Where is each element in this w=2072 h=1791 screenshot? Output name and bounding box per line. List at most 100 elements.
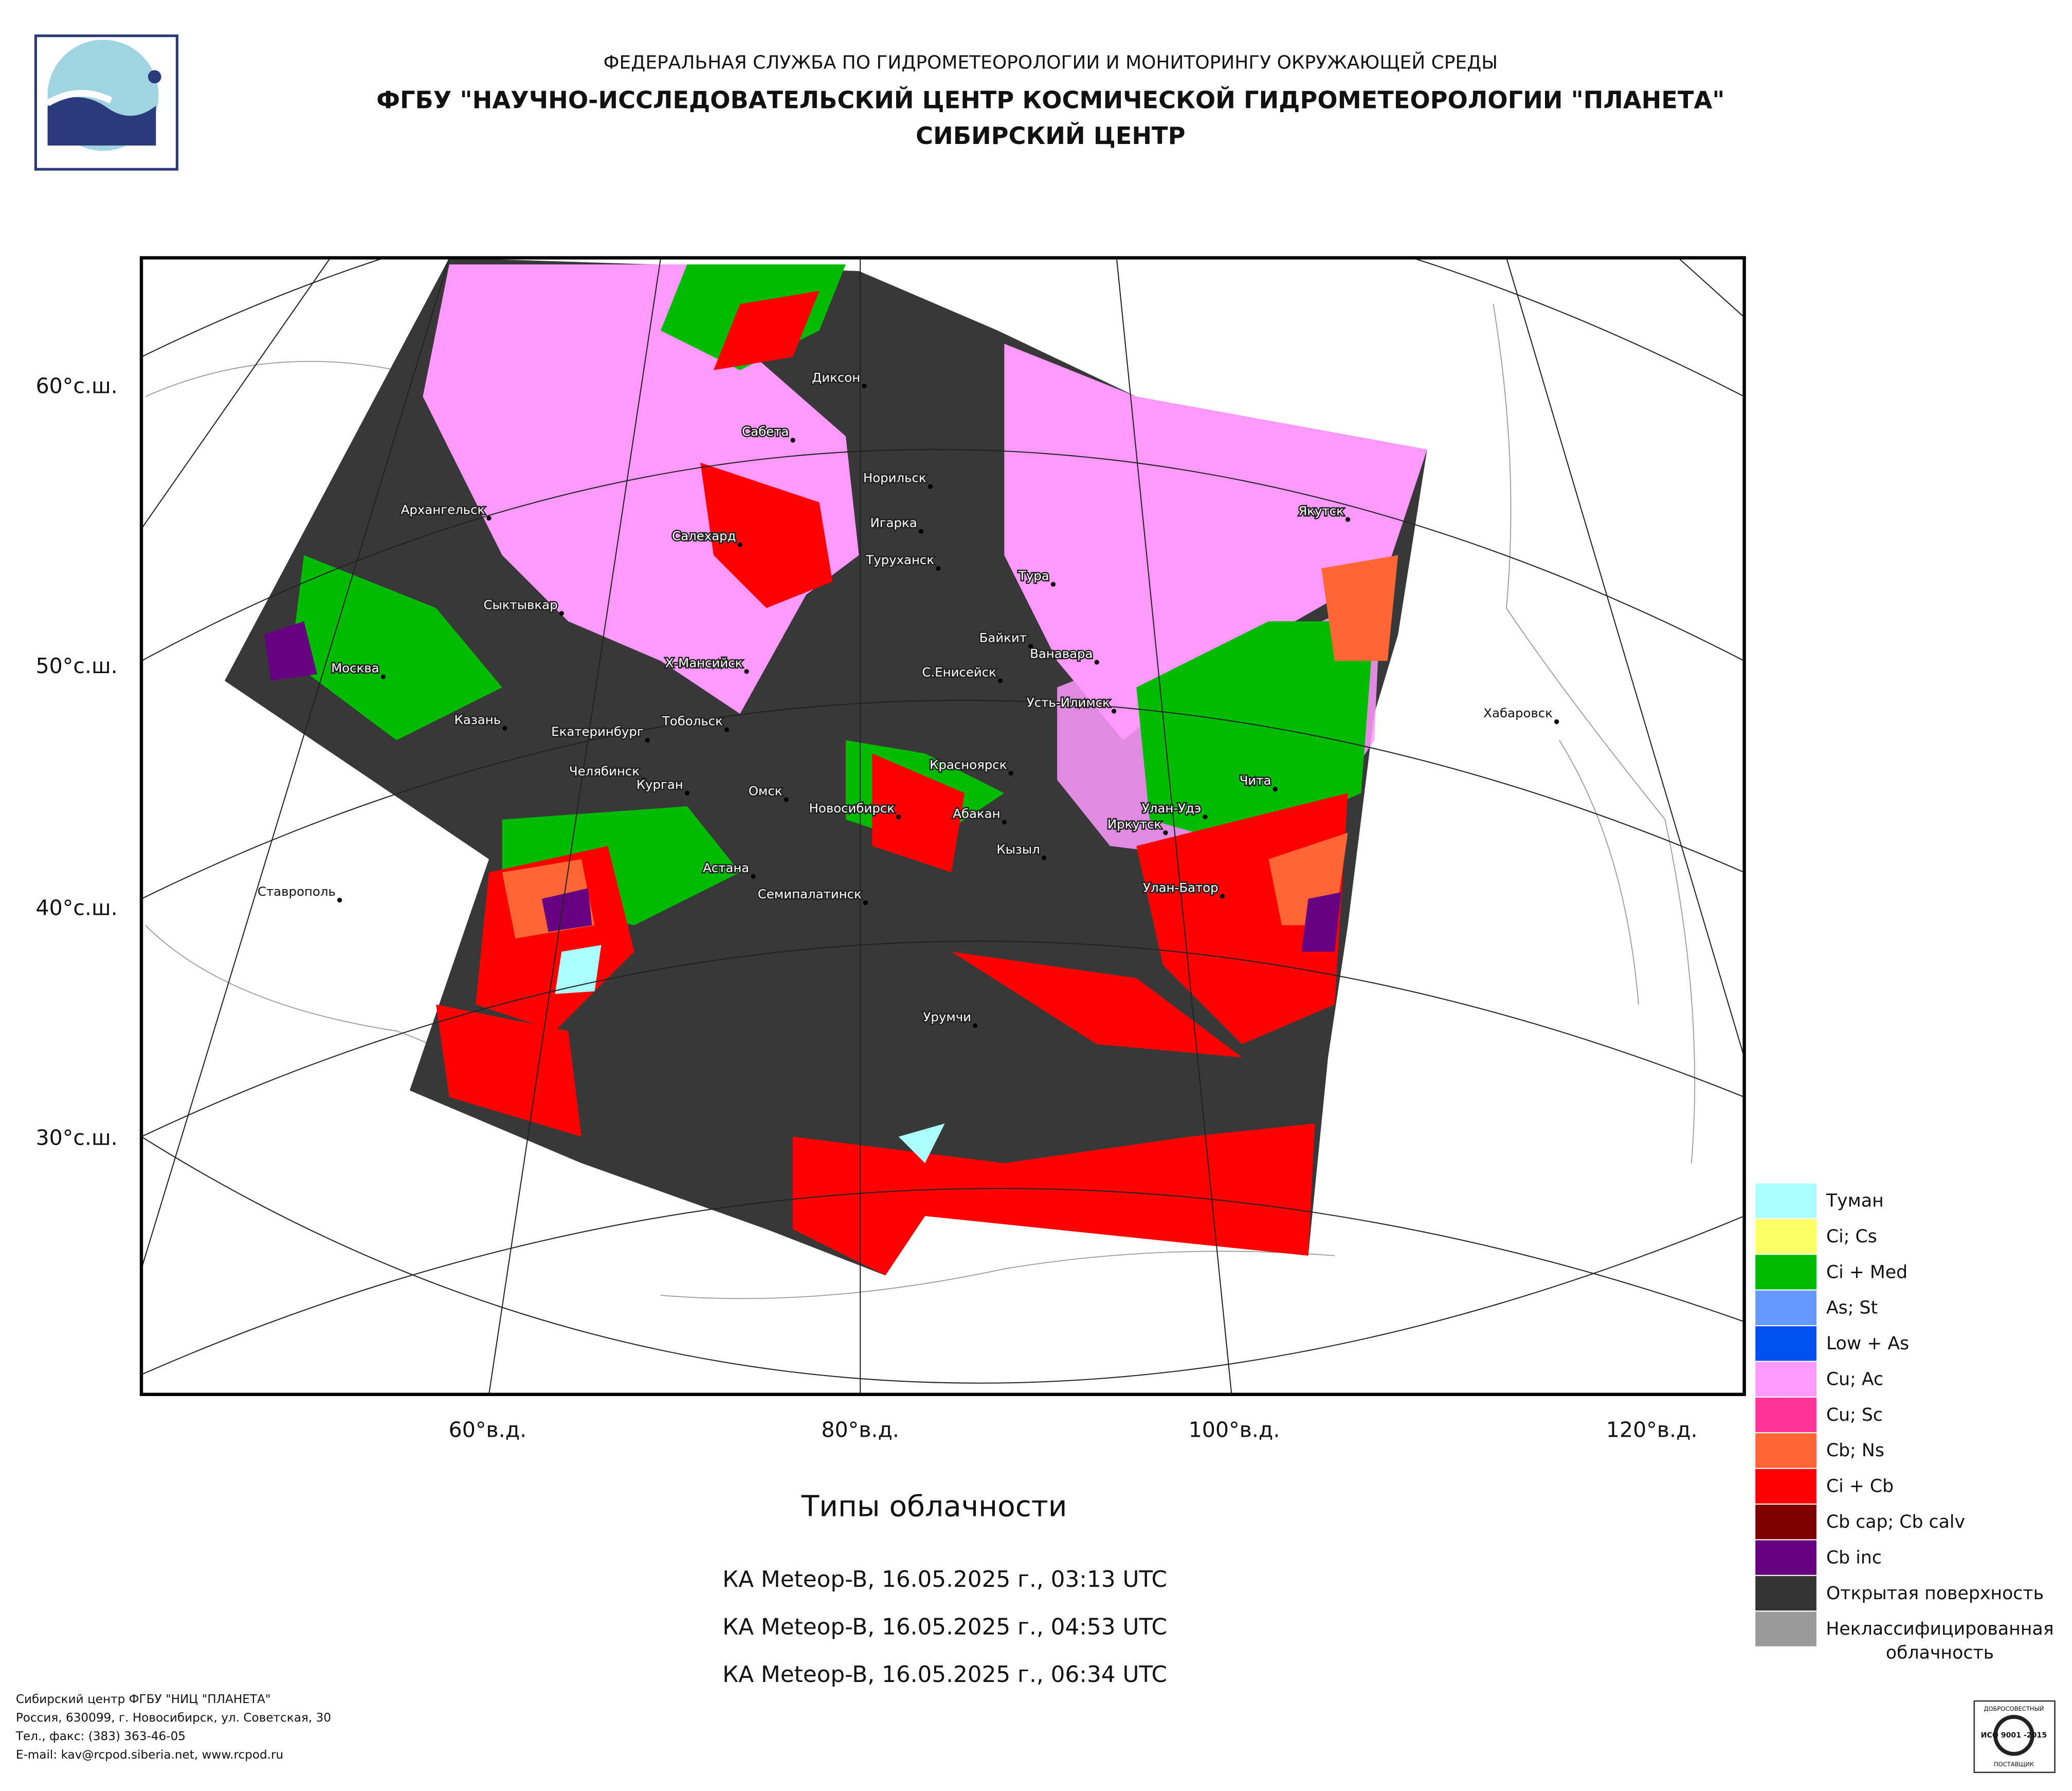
swath-cu-ac-east — [1004, 343, 1427, 740]
parallel — [141, 1188, 1744, 1376]
city-dot — [486, 516, 492, 521]
city-dot — [559, 611, 564, 616]
city-label: Туруханск — [865, 552, 934, 567]
lon-label: 100°в.д. — [1189, 1418, 1280, 1442]
map-frame — [139, 256, 1746, 1396]
city-label: Норильск — [863, 471, 926, 485]
badge-ring — [1993, 1714, 2034, 1756]
legend-swatch — [1754, 1361, 1817, 1398]
city-label: Иркутск — [1107, 817, 1161, 831]
city-dot — [337, 897, 342, 903]
legend-swatch — [1754, 1289, 1817, 1327]
legend-label: Cb cap; Cb calv — [1826, 1512, 1965, 1532]
city-dot — [1094, 660, 1099, 665]
legend-label: Cb; Ns — [1826, 1440, 1884, 1461]
pass-line: КА Meteop-B, 16.05.2025 г., 04:53 UTC — [722, 1614, 1167, 1640]
city-dot — [1008, 771, 1013, 776]
legend-label: Ci + Cb — [1826, 1476, 1894, 1497]
city-dot — [784, 797, 789, 802]
city-dot — [918, 529, 924, 534]
institute: ФГБУ "НАУЧНО-ИССЛЕДОВАТЕЛЬСКИЙ ЦЕНТР КОС… — [376, 86, 1724, 114]
city-dot — [1273, 786, 1278, 792]
city-label: Омск — [749, 784, 783, 799]
swath-ci-cb — [436, 291, 1348, 1276]
city-label: Якутск — [1298, 503, 1344, 518]
swath-open-north — [845, 277, 1005, 437]
legend-label: Туман — [1826, 1190, 1884, 1211]
city-label: Игарка — [870, 515, 917, 530]
legend-label: Ci; Cs — [1826, 1226, 1877, 1247]
passes: КА Meteop-B, 16.05.2025 г., 03:13 UTC КА … — [722, 1566, 1167, 1688]
city-label: Усть-Илимск — [1027, 695, 1110, 710]
legend-label: Cu; Ac — [1826, 1369, 1883, 1389]
city-label: Курган — [637, 777, 683, 792]
logo — [34, 34, 178, 171]
city-dot — [744, 669, 749, 674]
city-dot — [645, 737, 650, 743]
pass-line: КА Meteop-B, 16.05.2025 г., 06:34 UTC — [722, 1661, 1167, 1688]
legend-swatch — [1754, 1539, 1817, 1576]
city-label: Казань — [455, 712, 501, 727]
city-label: Семипалатинск — [758, 887, 862, 901]
legend-swatch — [1754, 1575, 1817, 1612]
legend-label: Low + As — [1826, 1333, 1909, 1354]
city-dot — [502, 726, 507, 731]
legend-swatch — [1754, 1432, 1817, 1469]
city-label: Астана — [703, 860, 749, 875]
city-label: Чита — [1240, 773, 1271, 788]
legend-swatch — [1754, 1218, 1817, 1255]
city-dot — [724, 727, 730, 732]
badge-frame — [1973, 1700, 2056, 1774]
parallel — [141, 258, 1744, 397]
city-label: Тобольск — [662, 714, 723, 729]
pass-line: КА Meteop-B, 16.05.2025 г., 03:13 UTC — [722, 1566, 1167, 1593]
city-label: Москва — [331, 661, 379, 676]
legend-swatch — [1754, 1396, 1817, 1434]
meridian — [1116, 258, 1232, 1395]
city-dot — [896, 814, 901, 820]
lon-label: 60°в.д. — [449, 1418, 527, 1442]
city-label: С.Енисейск — [922, 664, 996, 679]
city-dot — [1220, 894, 1225, 899]
legend-label: Cb inc — [1826, 1547, 1882, 1568]
lon-label: 120°в.д. — [1606, 1418, 1698, 1442]
city-dot — [1554, 719, 1559, 725]
legend-label: As; St — [1826, 1298, 1878, 1318]
footer: Сибирский центр ФГБУ "НИЦ "ПЛАНЕТА" Росси… — [15, 1693, 331, 1762]
city-dot — [790, 438, 795, 443]
city-label: Сабета — [742, 424, 789, 439]
legend-swatch — [1754, 1325, 1817, 1362]
city-label: Новосибирск — [809, 801, 895, 816]
city-label: Красноярск — [930, 757, 1007, 772]
city-dot — [737, 542, 742, 547]
city-label: Абакан — [953, 806, 1000, 821]
legend-swatch — [1754, 1611, 1817, 1648]
city-dot — [1203, 814, 1208, 820]
city-label: Хабаровск — [1483, 705, 1553, 720]
logo-satellite — [148, 70, 161, 84]
city-label: Екатеринбург — [551, 724, 643, 739]
city-label: Тура — [1018, 568, 1049, 583]
city-dot — [1163, 830, 1168, 836]
city-dot — [641, 777, 646, 783]
city-dot — [1041, 855, 1047, 860]
lat-label: 40°с.ш. — [35, 895, 117, 920]
city-dot — [863, 900, 868, 906]
lat-label: 60°с.ш. — [35, 373, 117, 398]
lat-label: 50°с.ш. — [35, 654, 117, 678]
badge-bottom: ПОСТАВЩИК — [1994, 1761, 2034, 1768]
badge-top: ДОБРОСОВЕСТНЫЙ — [1984, 1705, 2044, 1712]
city-label: Ставрополь — [258, 884, 336, 899]
caption-title: Типы облачности — [801, 1490, 1067, 1523]
city-dot — [862, 384, 867, 389]
legend-label: Cu; Sc — [1826, 1405, 1883, 1425]
map-area: Диксон Сабета Норильск Архангельск Игарка Сал… — [141, 258, 1744, 1395]
city-dot — [380, 674, 386, 679]
footer-line: Тел., факс: (383) 363-46-05 — [15, 1730, 186, 1743]
city-label: Улан-Удэ — [1142, 801, 1201, 816]
agency: ФЕДЕРАЛЬНАЯ СЛУЖБА ПО ГИДРОМЕТЕОРОЛОГИИ … — [604, 52, 1498, 74]
legend-label: облачность — [1886, 1642, 1994, 1663]
iso-badge: ДОБРОСОВЕСТНЫЙ ИСО 9001 -2015 ПОСТАВЩИК — [1973, 1700, 2056, 1774]
legend-swatch — [1754, 1254, 1817, 1291]
